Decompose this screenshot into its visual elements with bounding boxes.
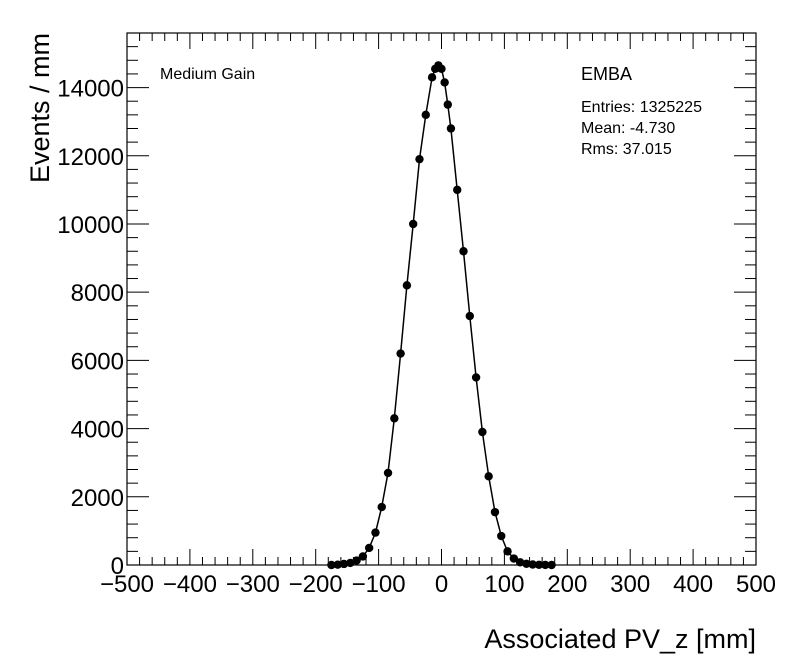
- data-point: [440, 78, 449, 87]
- y-tick-label: 10000: [57, 212, 124, 239]
- data-point: [547, 560, 556, 570]
- data-point: [484, 472, 493, 481]
- x-tick-label: −500: [100, 571, 154, 598]
- data-point: [390, 414, 399, 423]
- data-point: [415, 154, 424, 164]
- data-point: [408, 219, 418, 229]
- data-point: [327, 560, 336, 570]
- y-tick-label: 6000: [71, 348, 124, 375]
- data-point: [490, 507, 500, 517]
- gain-label: Medium Gain: [160, 66, 255, 83]
- data-point: [427, 73, 437, 82]
- data-point: [396, 349, 405, 358]
- x-tick-label: 100: [484, 571, 524, 598]
- data-point: [446, 124, 456, 133]
- data-point: [437, 64, 446, 74]
- data-point: [471, 373, 481, 382]
- fit-curve: [331, 64, 552, 566]
- y-tick-label: 4000: [71, 417, 124, 444]
- data-point: [534, 560, 544, 569]
- data-point: [377, 502, 386, 512]
- data-point: [352, 556, 361, 565]
- data-point: [402, 281, 412, 290]
- x-tick-label: −300: [226, 571, 280, 598]
- x-tick-label: −400: [163, 571, 217, 598]
- data-point: [465, 311, 475, 321]
- stats-mean: Mean: -4.730: [581, 120, 675, 137]
- y-tick-label: 2000: [71, 485, 124, 512]
- data-point: [453, 185, 462, 195]
- x-tick-label: 200: [547, 571, 587, 598]
- y-axis-title: Events / mm: [25, 33, 55, 183]
- data-points: [327, 61, 556, 570]
- y-tick-label: 14000: [57, 76, 124, 103]
- plot-frame: [126, 32, 757, 566]
- data-point: [522, 559, 531, 569]
- y-tick-label: 0: [111, 553, 124, 580]
- data-point: [497, 531, 506, 541]
- data-point: [383, 468, 393, 478]
- data-point: [459, 247, 468, 256]
- x-axis-title: Associated PV_z [mm]: [484, 624, 756, 654]
- tick-labels: −500 −400 −300 −200 −100 0 100 200 300 400 500 0 200…: [57, 76, 776, 598]
- data-point: [503, 547, 512, 556]
- x-tick-label: 500: [736, 571, 776, 598]
- stats-entries: Entries: 1325225: [581, 99, 702, 116]
- data-point: [421, 110, 430, 120]
- data-point: [515, 558, 525, 567]
- data-point: [364, 543, 374, 553]
- data-point: [478, 427, 487, 437]
- stats-rms: Rms: 37.015: [581, 141, 672, 158]
- data-point: [509, 554, 519, 563]
- y-tick-label: 12000: [57, 144, 124, 171]
- x-tick-label: −100: [352, 571, 406, 598]
- region-label: EMBA: [581, 64, 632, 84]
- data-point: [339, 559, 349, 569]
- data-point: [358, 552, 368, 561]
- x-tick-label: 0: [435, 571, 448, 598]
- data-point: [443, 100, 452, 109]
- y-tick-label: 8000: [71, 280, 124, 307]
- x-tick-label: −200: [289, 571, 343, 598]
- x-tick-label: 300: [610, 571, 650, 598]
- data-point: [528, 560, 537, 569]
- data-point: [333, 560, 342, 569]
- data-point: [371, 528, 380, 537]
- data-point: [541, 560, 550, 570]
- x-tick-label: 400: [673, 571, 713, 598]
